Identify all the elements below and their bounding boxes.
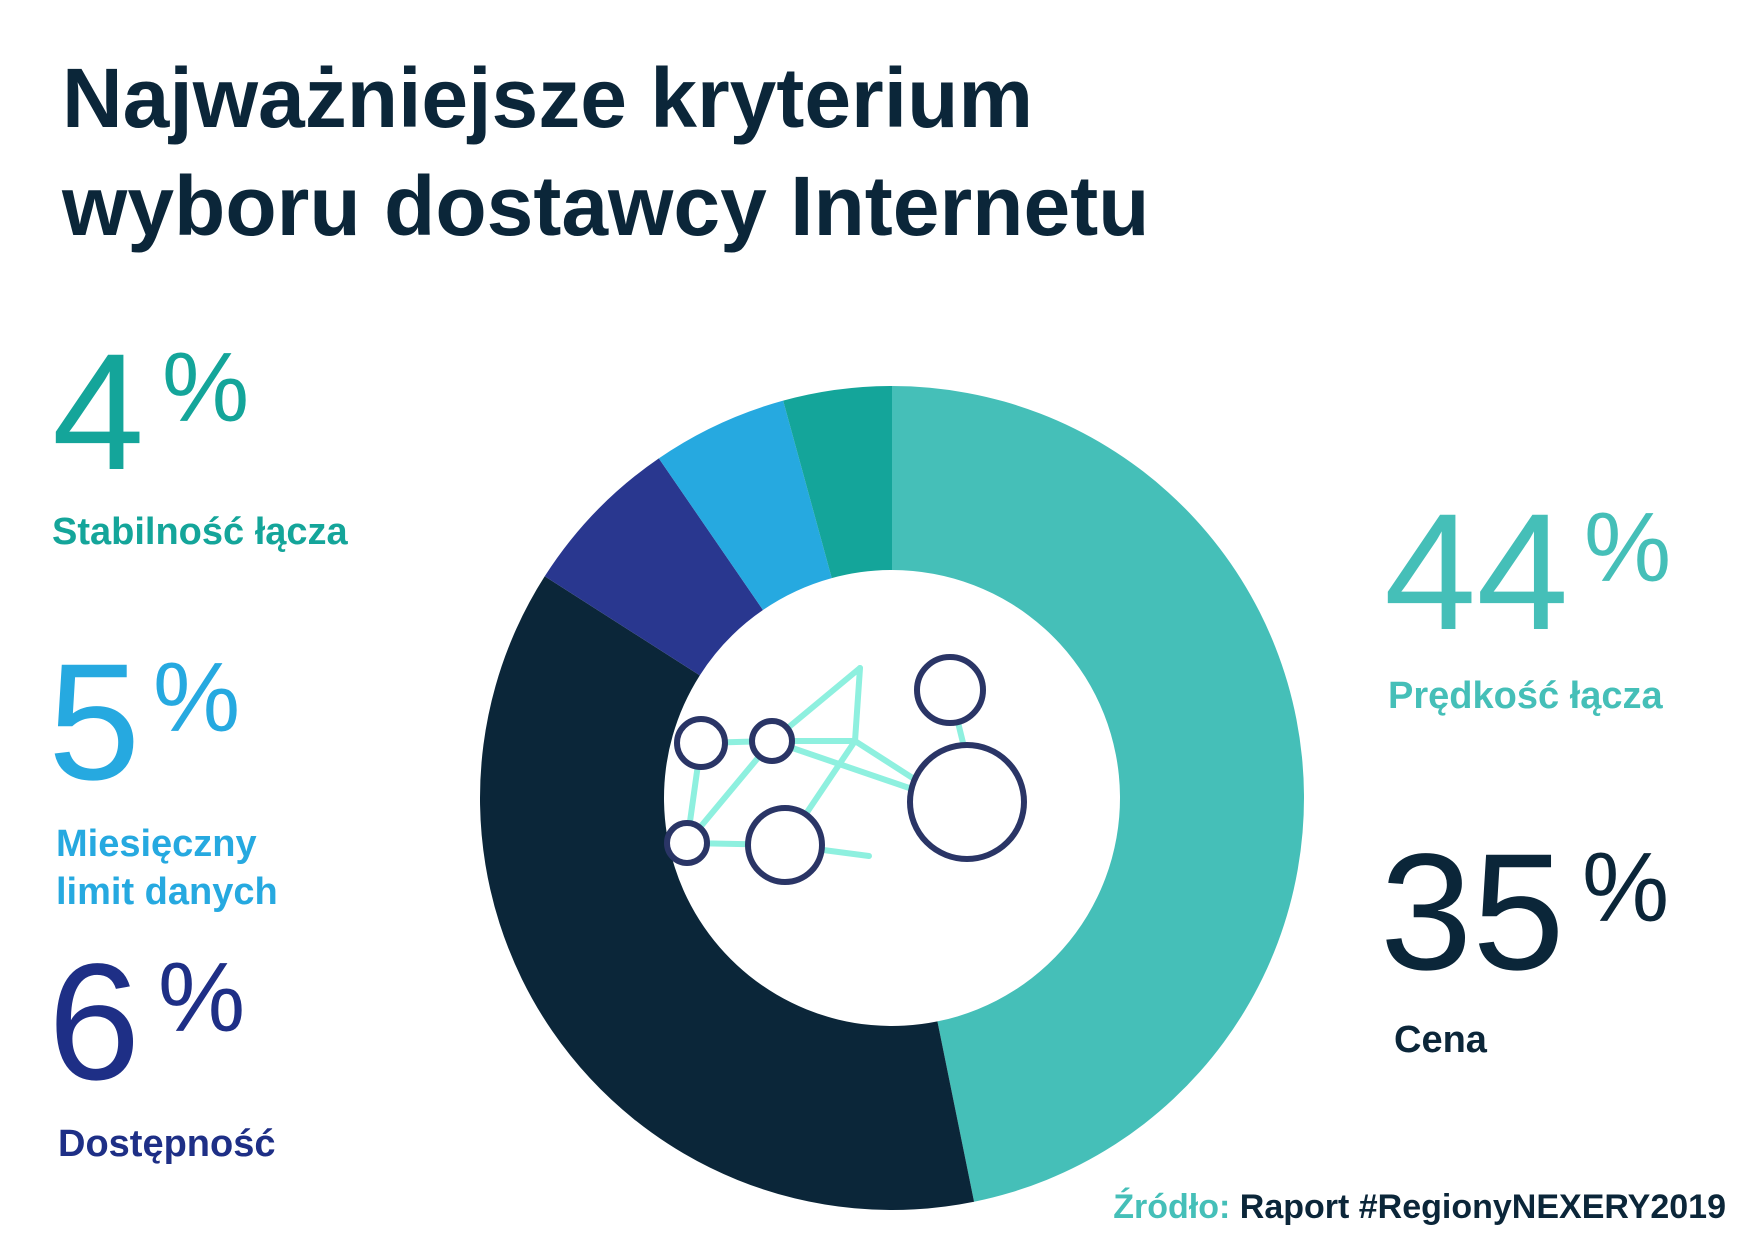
stat-cena-value: 35 [1380, 820, 1565, 1005]
stat-limit-label: Miesięczny limit danych [56, 820, 278, 916]
stat-dostepnosc: 6 % Dostępność [48, 940, 275, 1168]
page-title: Najważniejsze kryterium wyboru dostawcy … [62, 44, 1150, 260]
stat-cena: 35 % Cena [1380, 830, 1669, 1064]
donut-slice-4 [658, 400, 832, 611]
stat-dostepnosc-label: Dostępność [58, 1123, 276, 1165]
stat-cena-unit: % [1582, 832, 1670, 942]
stat-cena-label: Cena [1394, 1019, 1487, 1061]
stat-limit-value: 5 [48, 630, 141, 815]
stat-limit-unit: % [153, 642, 241, 752]
stat-stabilnosc: 4 % Stabilność łącza [52, 330, 348, 556]
source-note: Źródło: Raport #RegionyNEXERY2019 [1113, 1188, 1726, 1227]
stat-limit-label-line-2: limit danych [56, 871, 278, 913]
source-text: Raport #RegionyNEXERY2019 [1239, 1188, 1726, 1226]
title-line-1: Najważniejsze kryterium [62, 51, 1034, 145]
stat-predkosc-unit: % [1584, 492, 1672, 602]
source-prefix: Źródło: [1113, 1188, 1231, 1226]
donut-slice-3 [544, 458, 763, 676]
stat-stabilnosc-label: Stabilność łącza [52, 511, 348, 553]
stat-predkosc: 44 % Prędkość łącza [1384, 490, 1671, 720]
donut-slice-2 [479, 576, 975, 1210]
donut-slice-1 [892, 386, 1305, 1202]
stat-stabilnosc-unit: % [162, 332, 250, 442]
network-nodes-icon [664, 654, 1027, 885]
stat-limit: 5 % Miesięczny limit danych [48, 640, 278, 916]
stat-dostepnosc-value: 6 [48, 930, 141, 1115]
stat-stabilnosc-value: 4 [52, 320, 145, 505]
stat-limit-label-line-1: Miesięczny [56, 823, 257, 865]
donut-slice-5 [783, 386, 892, 579]
title-line-2: wyboru dostawcy Internetu [62, 159, 1150, 253]
donut-slices [479, 386, 1305, 1210]
stat-predkosc-value: 44 [1384, 480, 1569, 665]
stat-predkosc-label: Prędkość łącza [1388, 675, 1663, 717]
stat-dostepnosc-unit: % [158, 942, 246, 1052]
